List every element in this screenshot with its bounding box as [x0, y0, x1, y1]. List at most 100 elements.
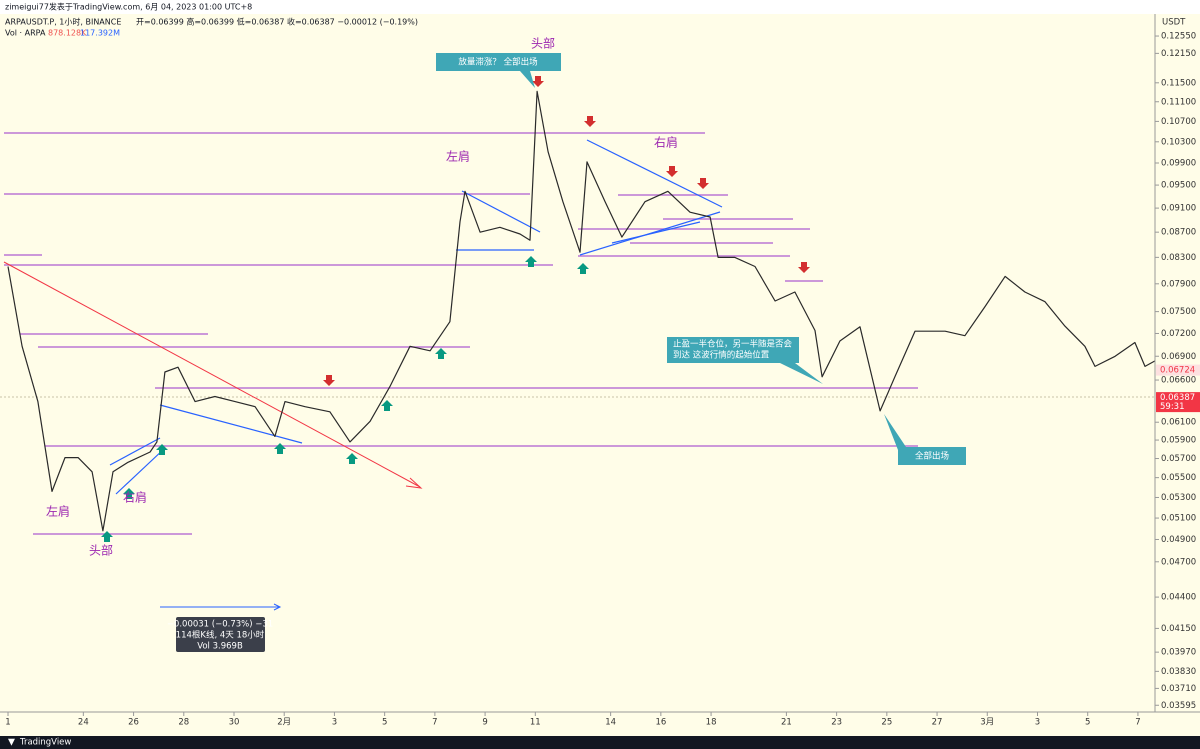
y-tick-label: 0.08700 — [1161, 228, 1196, 238]
x-tick-label: 5 — [382, 718, 387, 728]
buy-arrow — [435, 348, 447, 359]
ohlc: 开=0.06399 高=0.06399 低=0.06387 收=0.06387 … — [136, 17, 418, 27]
footer-brand: TradingView — [19, 738, 71, 748]
x-tick-label: 9 — [482, 718, 487, 728]
x-tick-label: 26 — [128, 718, 139, 728]
x-tick-label: 3 — [332, 718, 337, 728]
y-tick-label: 0.09900 — [1161, 159, 1196, 169]
callout-box — [667, 337, 823, 384]
pattern-label: 左肩 — [46, 504, 70, 519]
callout-text: 全部出场 — [915, 451, 949, 462]
pattern-label: 左肩 — [446, 149, 470, 164]
x-tick-label: 25 — [881, 718, 892, 728]
y-tick-label: 0.07500 — [1161, 307, 1196, 317]
x-tick-label: 16 — [655, 718, 666, 728]
x-tick-label: 3 — [1035, 718, 1040, 728]
y-tick-label: 0.09500 — [1161, 181, 1196, 191]
footer-bar — [0, 736, 1200, 749]
pattern-label: 头部 — [531, 36, 555, 51]
pattern-line — [461, 190, 541, 233]
y-tick-label: 0.04700 — [1161, 557, 1196, 567]
pattern-line — [611, 221, 701, 244]
y-tick-label: 0.05500 — [1161, 473, 1196, 483]
x-tick-label: 14 — [605, 718, 616, 728]
pattern-line — [115, 447, 166, 495]
x-tick-label: 18 — [706, 718, 717, 728]
measure-box — [176, 617, 265, 652]
y-tick-label: 0.03595 — [1161, 701, 1196, 711]
callout-box — [884, 414, 966, 465]
sell-arrow — [697, 178, 709, 189]
y-tick-label: 0.05100 — [1161, 514, 1196, 524]
buy-arrow — [525, 256, 537, 267]
callout-text: 放量滞涨？ 全部出场 — [458, 57, 537, 68]
y-tick-label: 0.12150 — [1161, 49, 1196, 59]
measure-text: Vol 3.969B — [197, 642, 243, 652]
x-tick-label: 27 — [932, 718, 943, 728]
y-tick-label: 0.11100 — [1161, 97, 1196, 107]
sell-arrow — [323, 375, 335, 386]
y-tick-label: 0.03710 — [1161, 684, 1196, 694]
y-tick-label: 0.03970 — [1161, 648, 1196, 658]
header-bar — [0, 0, 1200, 14]
volume-value: 878.128K — [48, 29, 87, 38]
y-tick-label: 0.05300 — [1161, 493, 1196, 503]
trend-line — [3, 261, 421, 488]
y-tick-label: 0.08300 — [1161, 253, 1196, 263]
y-tick-label: 0.05700 — [1161, 454, 1196, 464]
y-tick-label: 0.11500 — [1161, 78, 1196, 88]
x-tick-label: 5 — [1085, 718, 1090, 728]
trend-arrowhead — [405, 477, 423, 489]
y-axis-label: USDT — [1162, 18, 1186, 28]
plot: 0.12550 0.12150 0.11500 0.11100 0.10700 0.103… — [5, 32, 1200, 728]
measure-arrowhead — [273, 603, 282, 611]
x-tick-label: 3月 — [980, 718, 994, 728]
pattern-label: 头部 — [89, 543, 113, 558]
buy-arrow — [123, 488, 135, 499]
y-tick-label: 0.05900 — [1161, 436, 1196, 446]
measure-text: 114根K线, 4天 18小时 — [176, 630, 265, 641]
x-tick-label: 7 — [1135, 718, 1140, 728]
sell-arrow — [798, 262, 810, 273]
y-tick-label: 0.04400 — [1161, 593, 1196, 603]
volume-ma: 117.392M — [80, 29, 120, 38]
x-tick-label: 23 — [831, 718, 842, 728]
x-tick-label: 21 — [781, 718, 792, 728]
buy-arrow — [381, 400, 393, 411]
x-tick-label: 2月 — [277, 718, 291, 728]
buy-arrow — [101, 531, 113, 542]
x-tick-label: 11 — [530, 718, 541, 728]
sell-arrow — [584, 116, 596, 127]
measure-text: −0.00031 (−0.73%) −31 — [167, 620, 273, 630]
x-tick-label: 30 — [229, 718, 240, 728]
price-line — [7, 90, 1156, 532]
buy-arrow — [346, 453, 358, 464]
y-tick-label: 0.10300 — [1161, 137, 1196, 147]
footer-logo: ▼ — [8, 738, 15, 748]
price-badge-label: 0.06724 — [1160, 366, 1195, 376]
y-tick-label: 0.09100 — [1161, 204, 1196, 214]
y-tick-label: 0.10700 — [1161, 117, 1196, 127]
callout-text: 止盈一半仓位，另一半随是否会 — [673, 339, 793, 350]
buy-arrow — [577, 263, 589, 274]
publisher: zimeigui77发表于TradingView.com, 6月 04, 202… — [5, 2, 252, 12]
x-tick-label: 28 — [178, 718, 189, 728]
price-badge-label: 0.06387 — [1160, 393, 1195, 403]
price-badge — [1156, 364, 1200, 376]
x-tick-label: 7 — [432, 718, 437, 728]
y-tick-label: 0.04150 — [1161, 624, 1196, 634]
y-tick-label: 0.12550 — [1161, 32, 1196, 42]
callout-text: 到达 这波行情的起始位置 — [673, 350, 770, 361]
y-tick-label: 0.06600 — [1161, 376, 1196, 386]
symbol: ARPAUSDT.P, 1小时, BINANCE — [5, 17, 121, 27]
pattern-line — [586, 139, 723, 208]
callout-box — [436, 53, 561, 88]
pattern-label: 右肩 — [123, 490, 147, 505]
buy-arrow — [156, 444, 168, 455]
pattern-line — [159, 404, 303, 444]
y-tick-label: 0.06100 — [1161, 418, 1196, 428]
sell-arrow — [666, 166, 678, 177]
